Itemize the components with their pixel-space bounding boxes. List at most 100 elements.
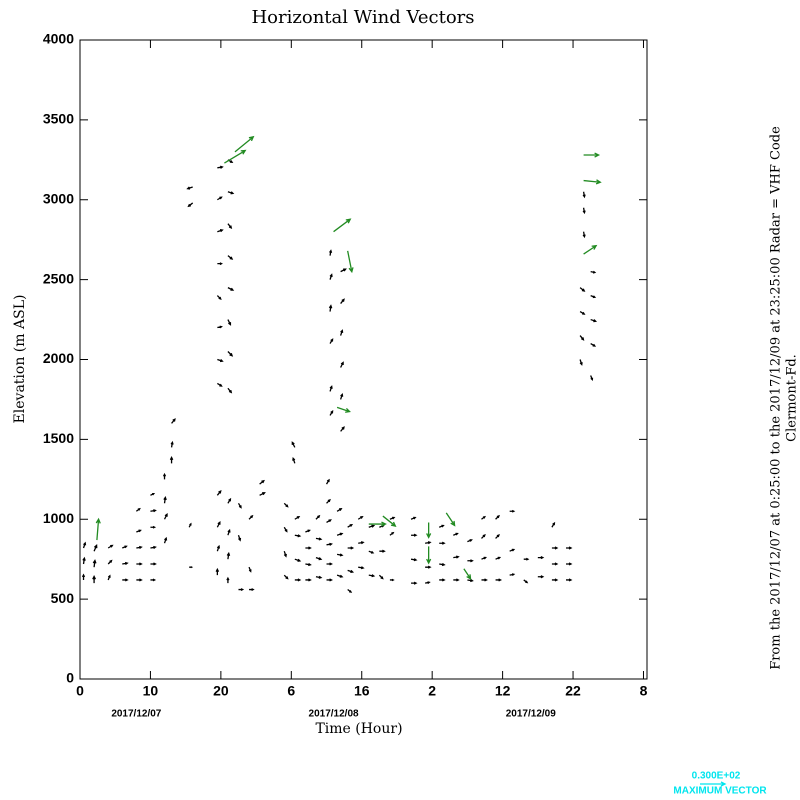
wind-vector	[551, 562, 559, 566]
wind-vector	[333, 218, 352, 233]
wind-vector	[163, 496, 167, 504]
wind-vector	[425, 581, 431, 584]
wind-vector	[358, 541, 365, 545]
wind-vector	[590, 270, 597, 274]
wind-vector	[523, 579, 529, 584]
wind-vector	[368, 550, 375, 554]
wind-vector	[336, 406, 351, 413]
wind-vector	[135, 507, 141, 512]
wind-vector	[217, 358, 224, 363]
wind-vector	[315, 537, 323, 541]
wind-vector	[382, 515, 397, 527]
wind-vector	[495, 514, 500, 520]
wind-vector	[340, 298, 345, 304]
wind-vector	[163, 512, 168, 520]
key-text: MAXIMUM VECTOR	[673, 786, 767, 797]
wind-vector	[481, 515, 486, 520]
wind-vector	[339, 393, 344, 400]
y-tick-label: 3500	[43, 111, 74, 127]
wind-vector	[326, 498, 331, 504]
y-tick-label: 1000	[43, 510, 74, 526]
wind-vector	[305, 529, 311, 533]
x-tick-label: 16	[354, 683, 370, 699]
wind-vector	[579, 359, 583, 366]
wind-vector	[217, 262, 223, 266]
wind-vector	[340, 361, 344, 368]
wind-vector	[368, 521, 387, 527]
wind-vector	[347, 569, 355, 574]
wind-vector	[411, 533, 418, 537]
wind-vector	[136, 562, 143, 566]
wind-vector	[329, 338, 334, 344]
wind-vector	[217, 165, 224, 169]
wind-vector	[481, 556, 487, 560]
wind-vector	[537, 556, 545, 560]
wind-vector	[248, 566, 252, 573]
wind-vector	[368, 574, 376, 578]
wind-vector	[238, 588, 245, 591]
wind-vector	[495, 578, 503, 582]
wind-vector	[340, 268, 347, 273]
wind-vector	[248, 514, 254, 520]
wind-vector	[215, 567, 220, 576]
wind-vector	[537, 575, 545, 579]
wind-vector	[453, 578, 460, 582]
wind-vector	[439, 562, 446, 567]
wind-vector	[326, 519, 332, 524]
wind-vector	[171, 418, 176, 424]
wind-vector	[357, 516, 364, 520]
wind-vector	[325, 478, 330, 485]
wind-vector	[150, 578, 157, 582]
wind-vector	[551, 546, 559, 550]
wind-vector	[188, 522, 192, 528]
wind-vector	[226, 551, 231, 560]
wind-vector	[283, 574, 289, 580]
x-tick-label: 10	[143, 683, 159, 699]
wind-vector	[467, 578, 474, 583]
wind-vector	[107, 544, 114, 549]
date-label: 2017/12/09	[506, 709, 556, 720]
y-tick-label: 4000	[43, 31, 74, 47]
wind-vector	[294, 578, 302, 582]
y-axis-label: Elevation (m ASL)	[12, 295, 28, 424]
wind-vector	[136, 545, 143, 550]
x-tick-label: 20	[213, 683, 229, 699]
wind-vector	[283, 502, 289, 508]
side-text: Clermont-Fd.	[785, 354, 800, 442]
wind-vector	[249, 588, 255, 591]
wind-vector	[216, 520, 221, 528]
date-label: 2017/12/07	[111, 709, 161, 720]
wind-vector	[237, 502, 242, 509]
wind-vector	[122, 578, 129, 582]
wind-vector	[467, 559, 474, 563]
wind-vector	[590, 375, 594, 381]
x-axis-label: Time (Hour)	[315, 721, 402, 737]
wind-vector	[509, 573, 516, 577]
wind-vector	[224, 149, 247, 164]
wind-vector	[590, 342, 597, 347]
wind-vector	[582, 191, 586, 199]
wind-vector	[283, 526, 288, 533]
wind-vector	[566, 578, 573, 582]
wind-vector	[566, 562, 573, 566]
wind-vector	[523, 557, 530, 561]
wind-vector	[216, 295, 222, 300]
wind-vector	[189, 566, 194, 569]
wind-vector	[93, 544, 98, 552]
wind-vector	[107, 574, 111, 581]
wind-vector	[347, 250, 354, 274]
wind-vector	[291, 441, 296, 448]
wind-vector	[340, 426, 345, 432]
wind-vector	[136, 578, 143, 582]
x-tick-label: 8	[640, 683, 648, 699]
wind-vector	[216, 489, 222, 496]
wind-vector	[336, 508, 343, 512]
wind-vector	[445, 512, 456, 527]
wind-vector	[495, 534, 500, 539]
wind-vector	[163, 536, 168, 544]
y-tick-label: 0	[66, 670, 74, 686]
wind-vector	[226, 576, 230, 584]
wind-vector	[378, 574, 384, 580]
wind-vector	[566, 546, 573, 550]
wind-vector	[495, 556, 502, 560]
